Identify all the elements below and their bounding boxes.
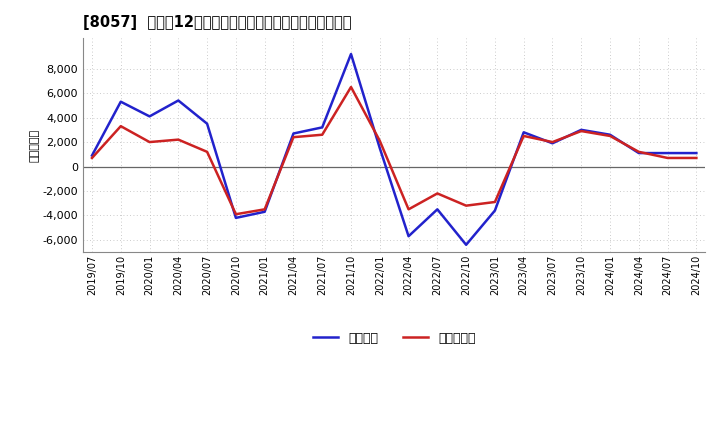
経常利益 <box>663 150 672 156</box>
経常利益 <box>404 234 413 239</box>
当期純利益 <box>347 84 356 90</box>
Y-axis label: （百万円）: （百万円） <box>30 128 40 161</box>
経常利益 <box>519 130 528 135</box>
当期純利益 <box>692 155 701 161</box>
経常利益 <box>692 150 701 156</box>
経常利益 <box>433 207 441 212</box>
当期純利益 <box>490 199 499 205</box>
当期純利益 <box>117 124 125 129</box>
経常利益 <box>174 98 183 103</box>
経常利益 <box>318 125 327 130</box>
Line: 経常利益: 経常利益 <box>92 54 696 245</box>
Legend: 経常利益, 当期純利益: 経常利益, 当期純利益 <box>308 327 480 350</box>
当期純利益 <box>88 155 96 161</box>
Text: [8057]  利益の12か月移動合計の対前年同期増減額の推移: [8057] 利益の12か月移動合計の対前年同期増減額の推移 <box>84 15 352 30</box>
当期純利益 <box>145 139 154 145</box>
当期純利益 <box>606 133 614 139</box>
当期純利益 <box>548 139 557 145</box>
経常利益 <box>232 215 240 220</box>
当期純利益 <box>289 135 298 140</box>
経常利益 <box>490 208 499 213</box>
経常利益 <box>548 141 557 146</box>
当期純利益 <box>634 149 643 154</box>
当期純利益 <box>203 149 212 154</box>
当期純利益 <box>174 137 183 142</box>
経常利益 <box>261 209 269 214</box>
経常利益 <box>88 153 96 158</box>
経常利益 <box>577 127 585 132</box>
経常利益 <box>347 51 356 57</box>
経常利益 <box>289 131 298 136</box>
当期純利益 <box>232 212 240 217</box>
経常利益 <box>606 132 614 137</box>
当期純利益 <box>375 138 384 143</box>
当期純利益 <box>318 132 327 137</box>
Line: 当期純利益: 当期純利益 <box>92 87 696 214</box>
当期純利益 <box>404 207 413 212</box>
当期純利益 <box>462 203 470 208</box>
当期純利益 <box>577 128 585 134</box>
当期純利益 <box>519 133 528 139</box>
当期純利益 <box>433 191 441 196</box>
経常利益 <box>462 242 470 247</box>
経常利益 <box>375 146 384 151</box>
当期純利益 <box>261 207 269 212</box>
経常利益 <box>203 121 212 126</box>
当期純利益 <box>663 155 672 161</box>
経常利益 <box>634 150 643 156</box>
経常利益 <box>117 99 125 104</box>
経常利益 <box>145 114 154 119</box>
